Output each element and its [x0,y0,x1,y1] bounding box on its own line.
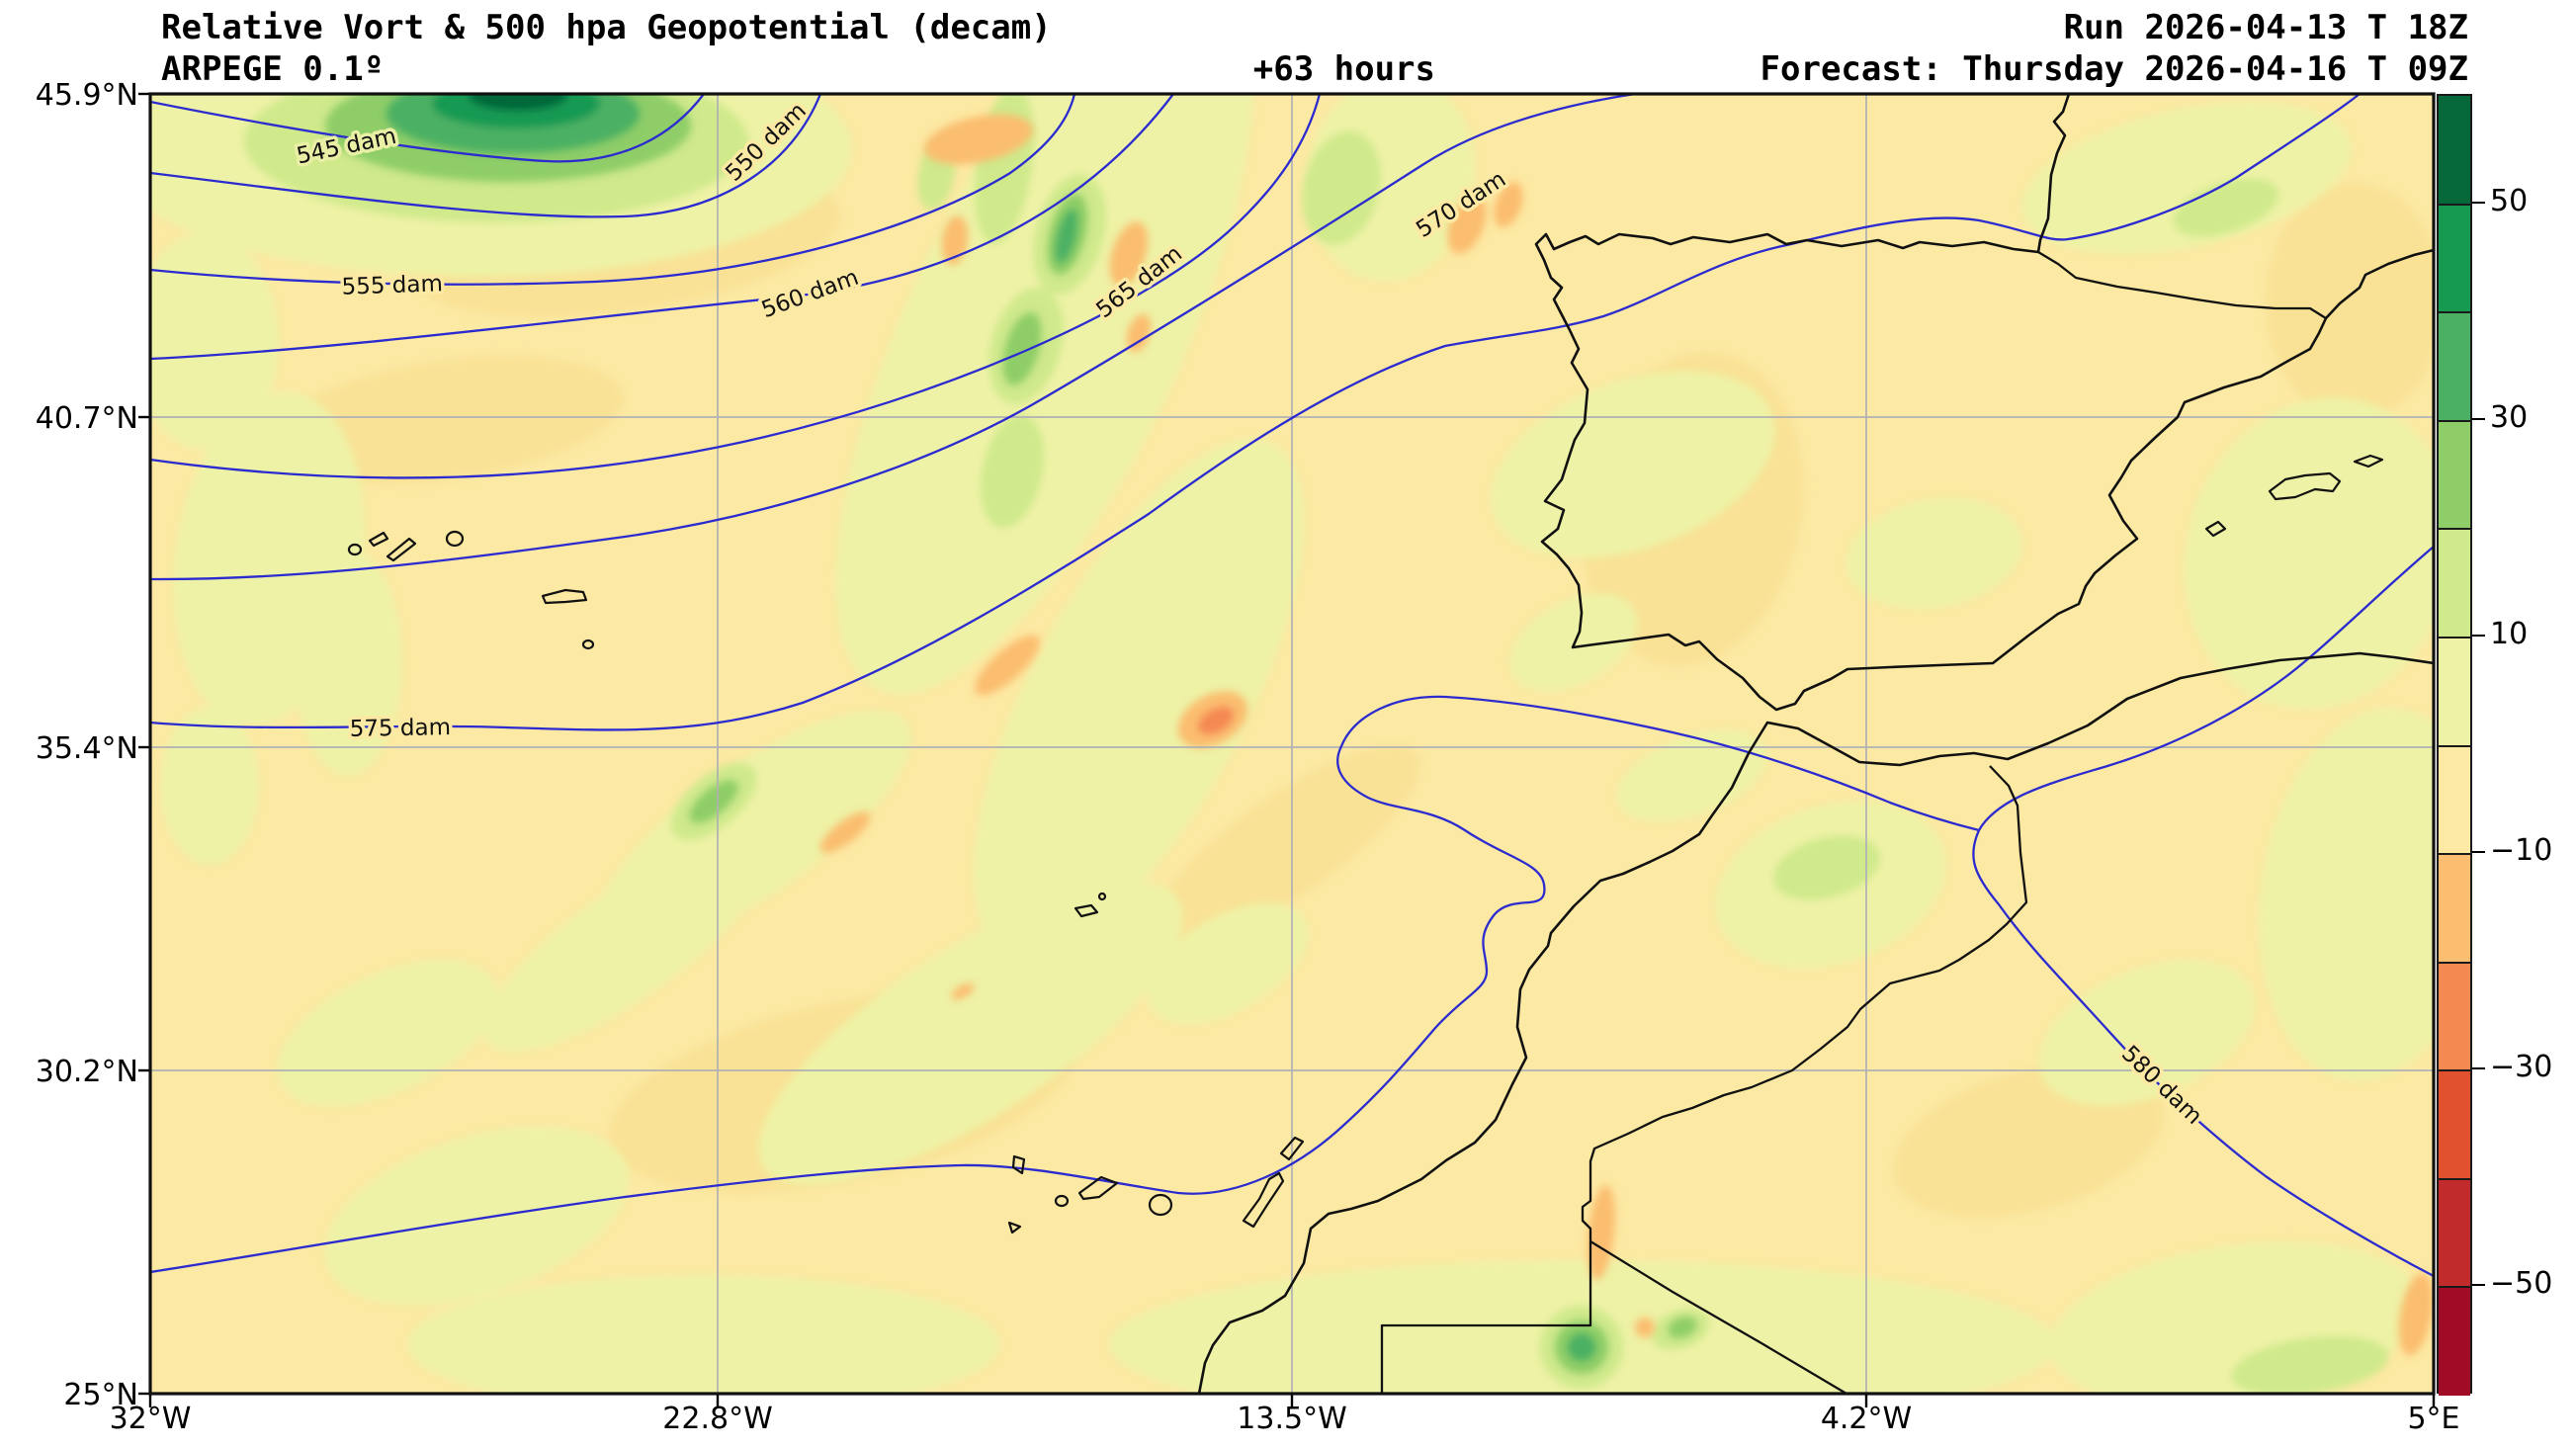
contour-580dam-east [1972,545,2434,1278]
colorbar-segment [2439,745,2470,855]
colorbar-tick-mark [2472,634,2485,637]
contour-565dam [150,94,1322,479]
map-plot-area: 545 dam 550 dam 555 dam 560 dam 565 dam … [138,92,2436,1407]
colorbar-segment [2439,529,2470,638]
contour-575dam [150,94,2361,731]
border-morocco-algeria-wsahara [1380,765,2028,1394]
colorbar-tick-mark [2472,851,2485,854]
colorbar-segment [2439,204,2470,313]
map-frame [148,92,2436,1396]
y-tick-25N: 25°N [63,1378,138,1412]
vorticity-orange-areas [819,114,2434,1356]
colorbar-segment [2439,854,2470,963]
y-tick-35-4N: 35.4°N [35,731,138,766]
lead-time-label: +63 hours [1252,49,1435,89]
colorbar-segment [2439,96,2470,205]
contour-560dam [150,94,1175,361]
colorbar-tick-label: 50 [2490,183,2529,218]
colorbar [2437,94,2472,1396]
colorbar-segment [2439,1178,2470,1288]
colorbar-tick-label: −50 [2490,1266,2553,1302]
contour-545dam [150,94,706,163]
colorbar-segment [2439,1287,2470,1396]
colorbar-tick-label: 30 [2490,399,2529,435]
border-pyrenees [2037,251,2327,319]
contour-555dam [150,94,1076,286]
colorbar-tick-mark [2472,1284,2485,1287]
contour-550dam [150,94,822,218]
run-time-label: Run 2026-04-13 T 18Z [2063,8,2468,47]
coastlines [347,94,2434,1394]
islands-azores [347,530,595,650]
colorbar-tick-mark [2472,1067,2485,1070]
forecast-time-label: Forecast: Thursday 2026-04-16 T 09Z [1760,49,2468,89]
vorticity-strong-green-areas [386,94,1595,1361]
contour-label-575: 575 dam [350,715,452,742]
colorbar-segment [2439,637,2470,746]
map-canvas: 545 dam 550 dam 555 dam 560 dam 565 dam … [138,92,2436,1407]
colorbar-tick-mark [2472,201,2485,204]
colorbar-segment [2439,1070,2470,1179]
colorbar-segment [2439,962,2470,1071]
colorbar-segment [2439,420,2470,530]
colorbar-tick-mark [2472,417,2485,420]
chart-title: Relative Vort & 500 hpa Geopotential (de… [161,8,1052,47]
colorbar-tick-label: 10 [2490,616,2529,651]
model-label: ARPEGE 0.1º [161,49,385,89]
islands-madeira [1073,892,1107,918]
coast-africa [1197,651,2434,1394]
y-tick-30-2N: 30.2°N [35,1055,138,1089]
contour-570dam [150,94,1637,581]
colorbar-segment [2439,312,2470,421]
islands-balearic [2204,454,2384,538]
contour-label-555: 555 dam [341,271,443,300]
coast-iberia-france [1534,94,2434,712]
y-tick-45-9N: 45.9°N [35,78,138,113]
islands-canary [1007,1136,1305,1235]
colorbar-tick-label: −30 [2490,1050,2553,1085]
y-tick-40-7N: 40.7°N [35,401,138,436]
border-algeria-mauritania-mali [1589,1240,1847,1394]
contour-580dam-west [150,695,1981,1274]
axis-tick-marks [138,92,2436,1407]
colorbar-tick-label: −10 [2490,833,2553,869]
